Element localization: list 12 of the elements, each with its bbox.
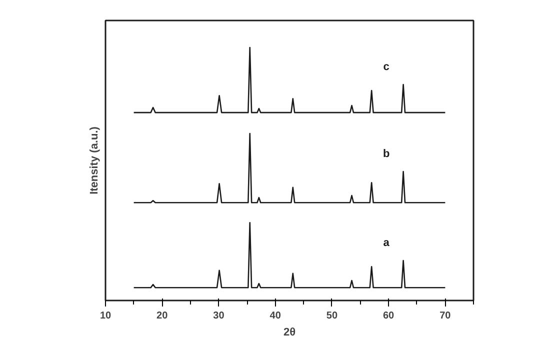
x-tick-label: 50 bbox=[326, 310, 338, 322]
x-tick-label: 70 bbox=[440, 310, 452, 322]
series-label: c bbox=[383, 60, 390, 73]
x-axis-title: 2θ bbox=[283, 326, 296, 338]
x-tick-label: 30 bbox=[213, 310, 225, 322]
x-tick-label: 20 bbox=[156, 310, 168, 322]
y-axis-title: Itensity (a.u.) bbox=[88, 126, 100, 194]
series-label: b bbox=[382, 148, 390, 160]
x-tick-label: 60 bbox=[383, 310, 395, 322]
x-tick-label: 40 bbox=[270, 310, 282, 322]
series-label: a bbox=[383, 236, 390, 249]
x-tick-label: 10 bbox=[100, 310, 112, 322]
